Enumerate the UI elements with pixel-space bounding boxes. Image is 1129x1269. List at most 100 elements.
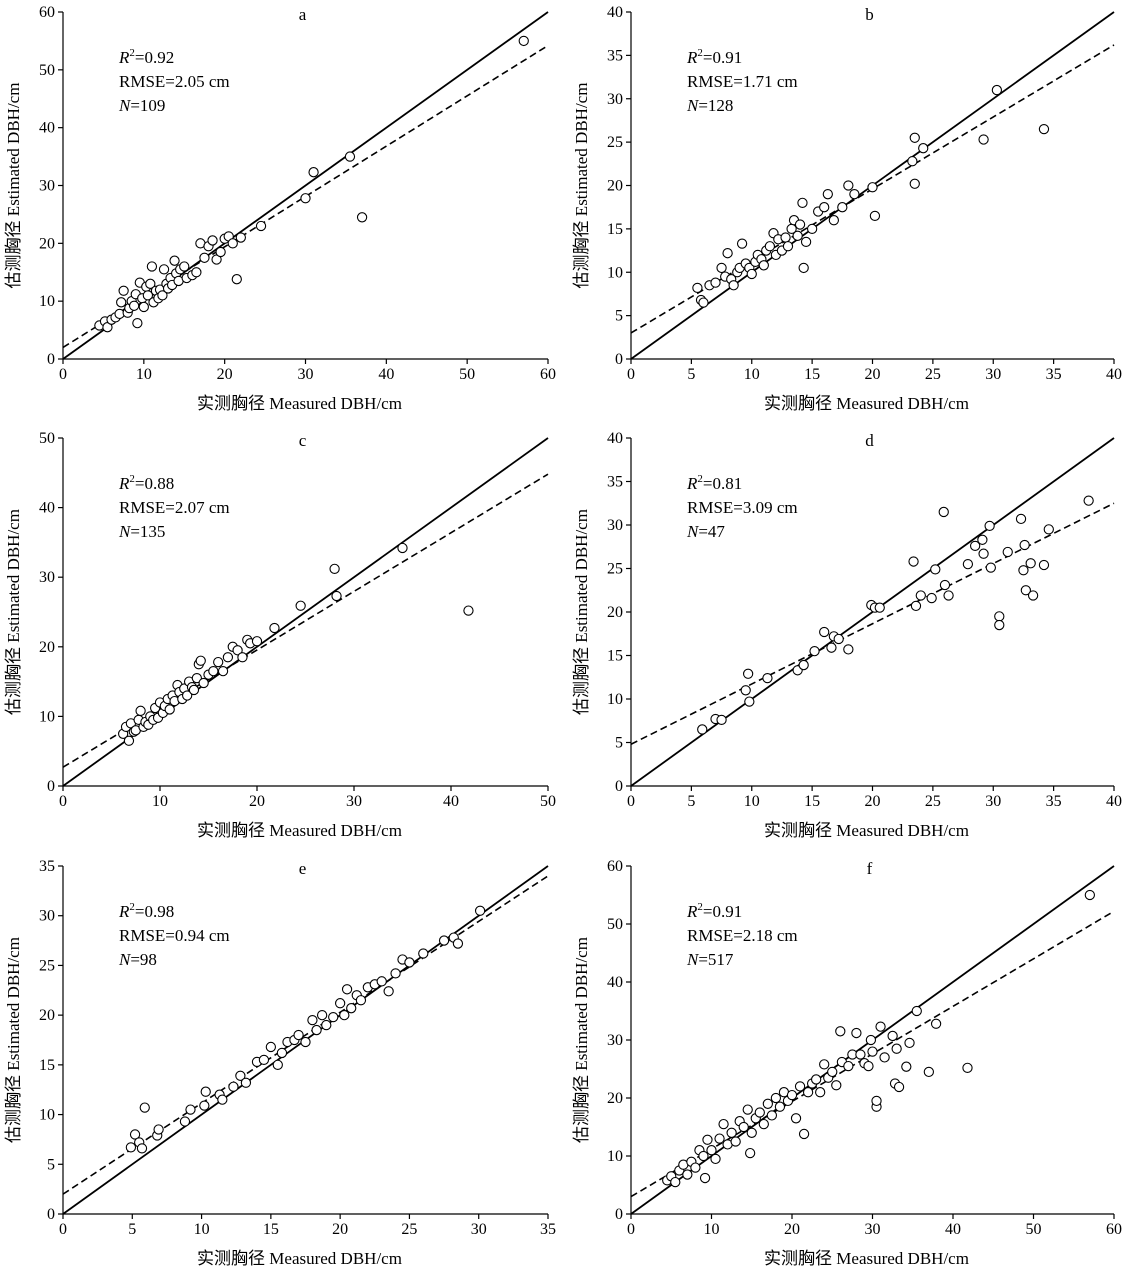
data-point <box>452 938 464 949</box>
data-point <box>762 1098 773 1109</box>
data-point <box>837 202 848 213</box>
x-tick-label: 0 <box>59 1221 67 1238</box>
data-point <box>744 696 755 707</box>
data-point <box>200 1086 211 1097</box>
data-point <box>855 1049 866 1060</box>
data-point <box>780 232 791 243</box>
r2-value: =0.91 <box>703 48 742 67</box>
y-tick-label: 10 <box>39 1107 55 1124</box>
data-point <box>851 1027 862 1039</box>
data-point <box>985 562 996 573</box>
data-point <box>863 1060 874 1072</box>
x-tick-label: 10 <box>194 1221 210 1238</box>
y-tick-label: 40 <box>607 4 623 21</box>
data-point <box>164 704 175 715</box>
data-point <box>199 252 210 263</box>
data-point <box>272 1059 283 1071</box>
data-point <box>258 1054 270 1066</box>
fit-line <box>62 44 549 349</box>
data-point <box>355 995 367 1006</box>
data-point <box>811 1074 822 1085</box>
data-point <box>874 602 885 613</box>
data-point <box>185 1104 196 1115</box>
panel-label: f <box>867 859 873 878</box>
y-tick-label: 0 <box>47 1206 55 1223</box>
data-point <box>158 264 170 275</box>
data-point <box>865 1034 877 1046</box>
data-point <box>118 285 129 296</box>
y-axis-title: 估测胸径 Estimated DBH/cm <box>572 509 591 715</box>
x-axis-title: 实测胸径 Measured DBH/cm <box>764 394 969 413</box>
x-tick-label: 30 <box>985 793 1001 810</box>
r2-annotation: R2=0.92 <box>118 47 174 67</box>
data-point <box>307 1014 318 1026</box>
n-value: =517 <box>698 950 734 969</box>
y-axis-title: 估测胸径 Estimated DBH/cm <box>572 83 591 289</box>
data-point <box>251 636 263 647</box>
panel-c: 0 10 20 30 40 50 0 10 20 30 40 50 c R2=0.88 RMSE=2.07 … <box>4 430 556 840</box>
y-tick-label: 30 <box>39 569 55 586</box>
y-tick-label: 60 <box>39 4 55 21</box>
x-tick-label: 10 <box>744 366 760 383</box>
y-tick-label: 60 <box>607 858 623 875</box>
data-point <box>742 1104 753 1115</box>
y-tick-label: 40 <box>607 974 623 991</box>
data-point <box>179 261 190 272</box>
data-point <box>822 189 833 200</box>
n-value: =98 <box>130 950 157 969</box>
data-point <box>390 968 401 979</box>
data-point <box>915 590 926 601</box>
data-point <box>766 1110 778 1121</box>
x-tick-label: 35 <box>540 1221 556 1238</box>
data-point <box>798 1128 810 1140</box>
y-tick-label: 50 <box>39 430 55 447</box>
data-point <box>1019 539 1030 551</box>
y-tick-label: 25 <box>39 957 55 974</box>
y-tick-label: 20 <box>39 235 55 252</box>
data-point <box>904 1037 915 1049</box>
data-point <box>867 182 878 193</box>
data-point <box>1038 123 1050 135</box>
x-tick-label: 30 <box>865 1221 881 1238</box>
data-point <box>730 1136 741 1147</box>
data-point <box>726 1127 737 1138</box>
x-tick-label: 30 <box>346 793 362 810</box>
rmse-annotation: RMSE=2.18 cm <box>687 926 798 945</box>
x-tick-label: 40 <box>1106 793 1122 810</box>
data-point <box>217 666 229 677</box>
data-point <box>265 1041 277 1053</box>
x-tick-label: 40 <box>443 793 459 810</box>
data-point <box>798 659 809 671</box>
rmse-annotation: RMSE=0.94 cm <box>119 926 230 945</box>
y-tick-label: 40 <box>39 500 55 517</box>
data-point <box>1038 559 1050 571</box>
data-point <box>962 559 974 570</box>
data-point <box>383 986 394 997</box>
data-point <box>736 238 748 249</box>
data-point <box>994 611 1005 622</box>
r2-value: =0.91 <box>703 902 742 921</box>
data-point <box>1083 495 1094 506</box>
data-point <box>339 1009 350 1021</box>
data-point <box>782 241 794 252</box>
data-point <box>728 280 739 291</box>
data-point <box>794 1081 806 1092</box>
data-point <box>827 1066 838 1078</box>
data-point <box>123 735 135 746</box>
data-point <box>714 1133 725 1144</box>
data-point <box>397 542 408 554</box>
x-tick-label: 5 <box>687 366 695 383</box>
x-tick-label: 50 <box>1026 1221 1042 1238</box>
data-point <box>1084 889 1095 901</box>
data-point <box>742 668 754 679</box>
data-point <box>269 622 280 634</box>
data-point <box>213 656 224 668</box>
data-point <box>207 235 218 246</box>
data-point <box>199 1100 210 1111</box>
n-annotation: N=128 <box>686 96 733 115</box>
data-point <box>255 220 267 232</box>
data-point <box>376 976 387 987</box>
data-point <box>843 180 854 191</box>
data-point <box>869 210 881 222</box>
y-tick-label: 0 <box>47 351 55 368</box>
